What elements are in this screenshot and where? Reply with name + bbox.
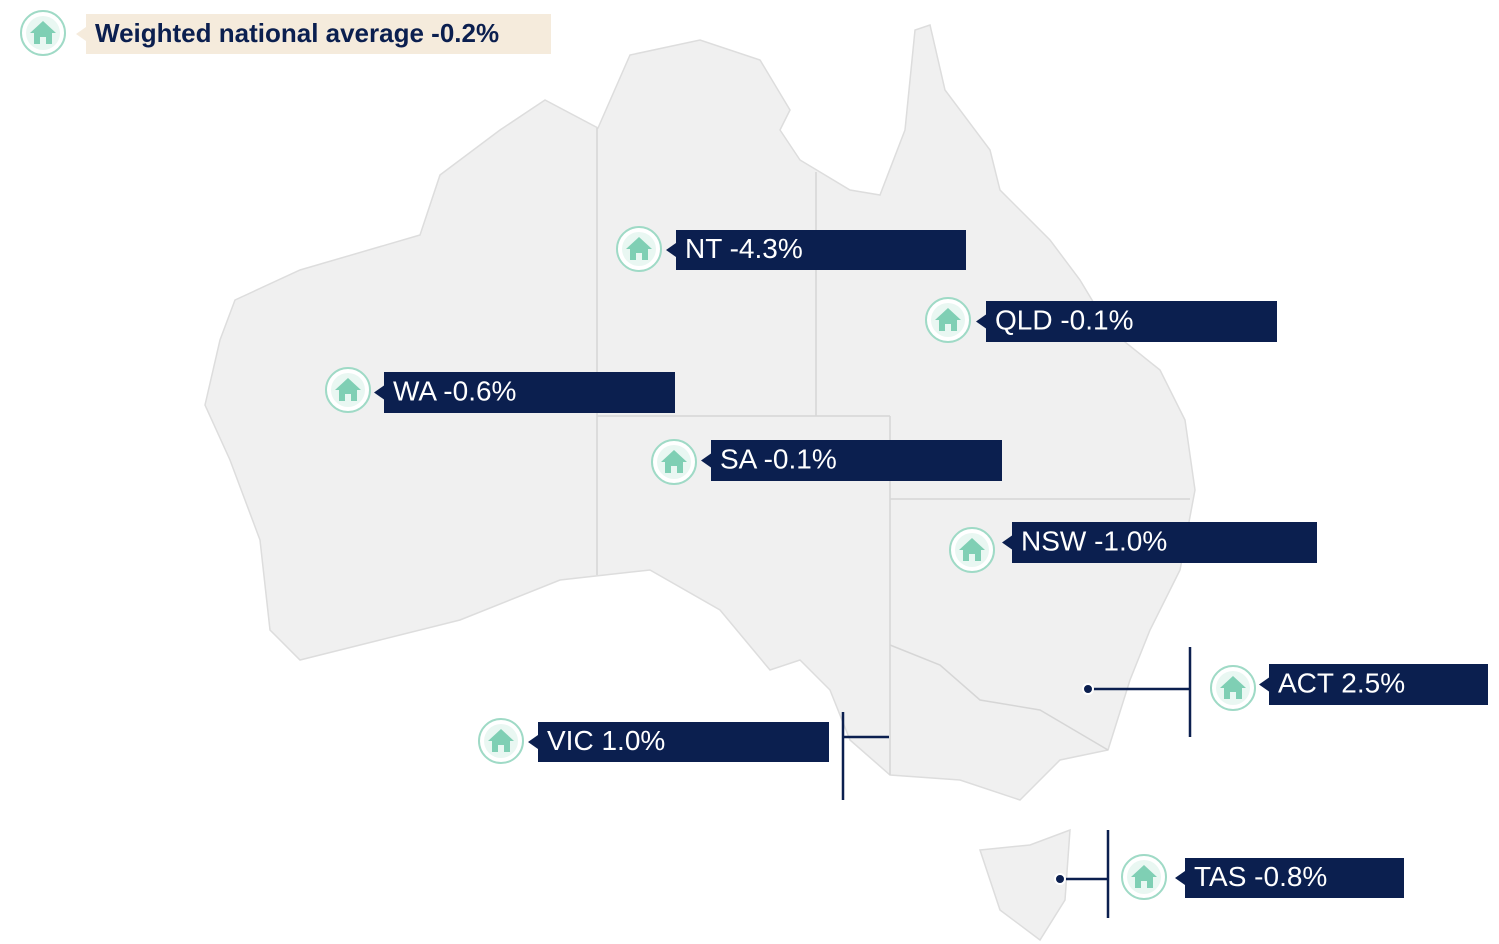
label-value: -0.1%: [1053, 305, 1134, 336]
label-value: -0.8%: [1246, 861, 1327, 892]
callout-label: NT -4.3%: [685, 233, 803, 264]
callout-label: QLD -0.1%: [995, 305, 1134, 336]
callouts: Weighted national average -0.2% NT -4.3% Q…: [20, 10, 1488, 900]
house-icon: [478, 718, 524, 764]
house: [335, 378, 361, 401]
house: [626, 237, 652, 260]
leader-dot: [1082, 683, 1094, 695]
leader-dot: [1054, 873, 1066, 885]
house: [488, 729, 514, 752]
callout-box: [528, 722, 829, 762]
callout-box: [1175, 858, 1404, 898]
house: [935, 308, 961, 331]
tasmania: [978, 828, 1071, 942]
callout-box: [1002, 522, 1317, 563]
leaders: [841, 647, 1192, 918]
australia: [204, 24, 1196, 942]
label-value: -0.2%: [424, 18, 499, 48]
house-icon: [651, 439, 697, 485]
house: [1220, 676, 1246, 699]
house: [1131, 865, 1157, 888]
callout-label: SA -0.1%: [720, 444, 837, 475]
house-icon: [20, 10, 66, 56]
label-name: SA: [720, 444, 758, 475]
label-value: -4.3%: [722, 233, 803, 264]
label-value: -0.6%: [436, 376, 517, 407]
label-name: TAS: [1194, 861, 1246, 892]
callout-box: [976, 301, 1277, 342]
callout-box: [1259, 664, 1488, 705]
callout-label: TAS -0.8%: [1194, 861, 1327, 892]
label-value: 1.0%: [594, 725, 666, 756]
house: [661, 450, 687, 473]
label-name: Weighted national average: [95, 18, 424, 48]
house-icon: [1210, 665, 1256, 711]
label-name: VIC: [547, 725, 594, 756]
house-icon: [925, 297, 971, 343]
label-value: -1.0%: [1086, 526, 1167, 557]
callout-label: Weighted national average -0.2%: [95, 18, 499, 48]
label-name: QLD: [995, 305, 1053, 336]
label-name: ACT: [1278, 668, 1334, 699]
mainland: [204, 24, 1196, 801]
callout-box: [666, 230, 966, 270]
house-icon: [616, 226, 662, 272]
label-name: NT: [685, 233, 722, 264]
label-value: 2.5%: [1334, 668, 1406, 699]
callout-label: NSW -1.0%: [1021, 526, 1167, 557]
label-name: WA: [393, 376, 437, 407]
house-icon: [949, 527, 995, 573]
house: [30, 21, 56, 44]
label-name: NSW: [1021, 526, 1087, 557]
border: [889, 644, 1109, 751]
callout-label: WA -0.6%: [393, 376, 516, 407]
callout-label: ACT 2.5%: [1278, 668, 1405, 699]
callout-label: VIC 1.0%: [547, 725, 665, 756]
callout-box: [701, 440, 1002, 481]
house-icon: [325, 367, 371, 413]
house: [959, 538, 985, 561]
callout-box: [374, 372, 675, 413]
label-value: -0.1%: [756, 444, 837, 475]
house-icon: [1121, 854, 1167, 900]
callout-box: [76, 14, 551, 54]
